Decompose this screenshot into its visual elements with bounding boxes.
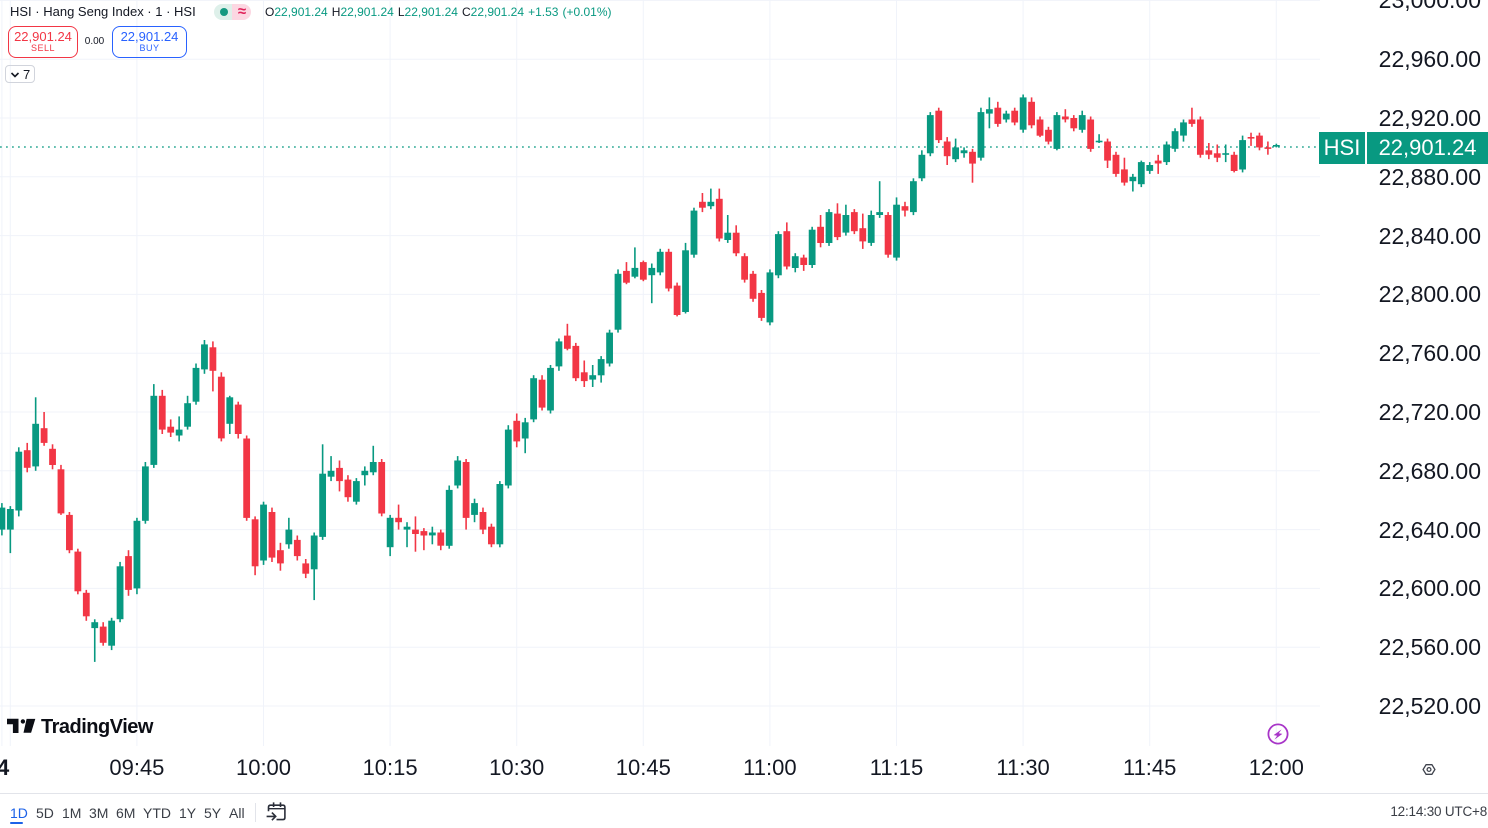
svg-text:TradingView: TradingView bbox=[41, 716, 154, 738]
